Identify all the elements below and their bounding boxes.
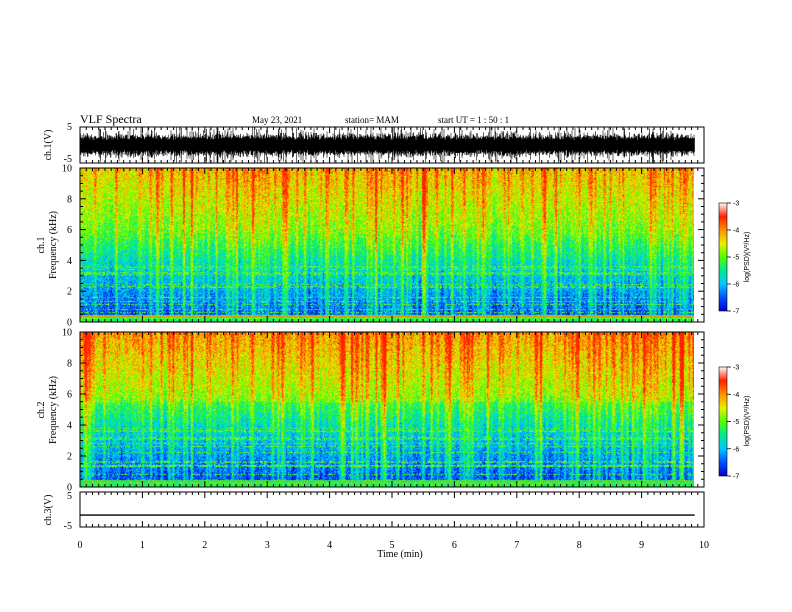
time-axis-label: Time (min) (377, 549, 422, 560)
ch1-colorbar-ticks: -3 -4 -5 -6 -7 (727, 201, 739, 316)
colorbar-tick-label: -4 (733, 228, 739, 235)
ch1-waveform-trace (80, 127, 695, 163)
ch2-spectrogram-ylabel: Frequency (kHz) (48, 376, 59, 444)
x-tick-label: 2 (202, 540, 207, 551)
ch1-waveform-panel: 5 -5 ch.1(V) (43, 122, 705, 165)
x-tick-label: 4 (327, 540, 332, 551)
y-tick-label: 6 (67, 225, 72, 236)
ch3-waveform-xticks (79, 492, 705, 527)
x-tick-label: 0 (78, 540, 83, 551)
y-tick-label: 0 (67, 483, 72, 494)
y-tick-label: 8 (67, 359, 72, 370)
ch1-waveform-xticks (79, 127, 705, 163)
ch2-colorbar-ticks: -3 -4 -5 -6 -7 (727, 365, 739, 481)
ch2-spectrogram-xticks (79, 332, 705, 487)
date-label: May 23, 2021 (252, 115, 302, 125)
x-tick-label: 10 (699, 540, 709, 551)
ch2-colorbar-label: log(PSD)(V²/Hz) (744, 396, 751, 447)
colorbar-tick-label: -3 (733, 201, 739, 208)
y-tick-label: 2 (67, 287, 72, 298)
figure-title: VLF Spectra (80, 112, 142, 126)
start-ut-label: start UT = 1 : 50 : 1 (438, 115, 509, 125)
x-tick-label: 1 (140, 540, 145, 551)
y-tick-label: 0 (67, 318, 72, 329)
ch1-spectrogram-channel-label: ch.1 (36, 237, 47, 254)
ch1-spectrogram-image (80, 168, 694, 322)
x-tick-label: 8 (577, 540, 582, 551)
ch3-ytick-bottom: -5 (64, 521, 72, 532)
y-tick-label: 4 (67, 256, 72, 267)
ch1-colorbar-label: log(PSD)(V²/Hz) (744, 232, 751, 283)
colorbar-tick-label: -7 (733, 309, 739, 316)
ch3-waveform-ylabel: ch.3(V) (43, 495, 54, 526)
ch1-ytick-top: 5 (67, 122, 72, 133)
ch1-waveform-ylabel: ch.1(V) (43, 130, 54, 161)
x-tick-label: 3 (265, 540, 270, 551)
ch2-spectrogram-image (80, 332, 694, 487)
ch2-colorbar (718, 366, 728, 477)
colorbar-tick-label: -6 (733, 446, 739, 453)
ch1-waveform-path (80, 127, 695, 163)
y-tick-label: 10 (62, 328, 72, 339)
ch2-spectrogram-channel-label: ch.2 (36, 402, 47, 419)
station-label: station= MAM (345, 115, 399, 125)
x-tick-label: 6 (452, 540, 457, 551)
ch1-spectrogram-xticks (79, 168, 705, 322)
y-tick-label: 8 (67, 194, 72, 205)
ch1-colorbar (718, 202, 728, 312)
colorbar-tick-label: -7 (733, 474, 739, 481)
y-tick-label: 2 (67, 452, 72, 463)
colorbar-tick-label: -3 (733, 365, 739, 372)
x-tick-label: 7 (514, 540, 519, 551)
ch1-spectrogram-ylabel: Frequency (kHz) (48, 211, 59, 279)
y-tick-label: 4 (67, 421, 72, 432)
colorbar-tick-label: -6 (733, 282, 739, 289)
ch3-waveform-panel: 5 -5 ch.3(V) 0 1 2 3 4 5 6 7 8 9 10 Time (min) (43, 491, 709, 560)
x-tick-label: 9 (639, 540, 644, 551)
colorbar-tick-label: -5 (733, 419, 739, 426)
colorbar-tick-label: -4 (733, 392, 739, 399)
y-tick-label: 6 (67, 390, 72, 401)
ch2-spectrogram-yticks: 0 2 4 6 8 10 (62, 328, 704, 494)
y-tick-label: 10 (62, 164, 72, 175)
ch3-ytick-top: 5 (67, 491, 72, 502)
x-tick-label: 5 (390, 540, 395, 551)
ch1-ytick-bottom: -5 (64, 154, 72, 165)
colorbar-tick-label: -5 (733, 255, 739, 262)
time-axis-tick-labels: 0 1 2 3 4 5 6 7 8 9 10 (78, 540, 710, 551)
ch1-spectrogram-yticks: 0 2 4 6 8 10 (62, 164, 704, 329)
